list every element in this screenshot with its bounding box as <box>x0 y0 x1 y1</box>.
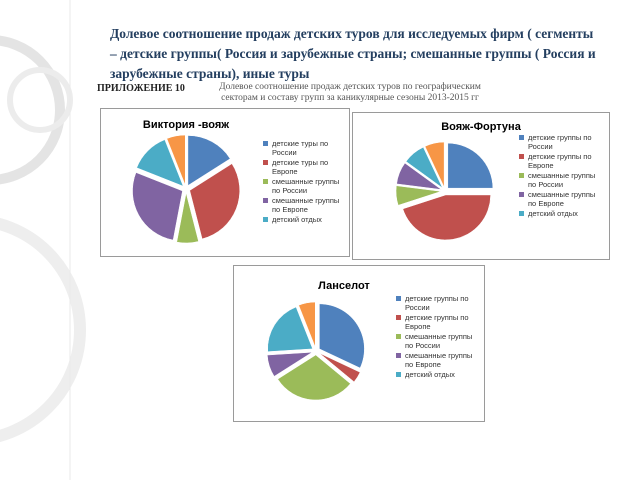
chart-panel: Вояж-Фортуна детские группы по России детс… <box>352 112 610 260</box>
legend-label: детские группы по России <box>405 294 469 312</box>
pie-slice <box>405 146 443 189</box>
pie-slice <box>187 135 231 186</box>
legend-swatch <box>396 296 401 301</box>
pie-slice <box>176 192 199 244</box>
legend-item: смешанные группы по Европе <box>519 190 604 208</box>
legend-label: смешанные группы по России <box>528 171 596 189</box>
chart-title: Виктория -вояж <box>143 119 229 131</box>
legend: детские группы по России детские группы п… <box>519 133 604 219</box>
legend: детские туры по России детские туры по Ев… <box>263 139 343 225</box>
legend-item: смешанные группы по Европе <box>263 196 343 214</box>
legend-label: детские группы по Европе <box>405 313 469 331</box>
pie-slice <box>132 172 183 241</box>
pie-slice <box>298 301 316 348</box>
pie-slice <box>402 194 491 241</box>
legend-swatch <box>519 211 524 216</box>
legend-item: детские туры по России <box>263 139 343 157</box>
pie-slice <box>447 142 494 189</box>
legend-label: детские туры по России <box>272 139 329 157</box>
legend-swatch <box>519 173 524 178</box>
legend-swatch <box>396 315 401 320</box>
pie-chart: Виктория -вояж <box>132 119 240 244</box>
legend-label: смешанные группы по России <box>272 177 340 195</box>
legend-swatch <box>396 334 401 339</box>
pie-chart: Ланселот <box>267 280 370 401</box>
legend-label: детские группы по Европе <box>528 152 592 170</box>
pie-slice <box>189 163 240 240</box>
legend-label: детский отдых <box>405 370 455 379</box>
legend-swatch <box>519 192 524 197</box>
legend-swatch <box>396 353 401 358</box>
pie-slice <box>319 303 365 369</box>
legend-item: детские группы по Европе <box>519 152 604 170</box>
legend-item: смешанные группы по России <box>263 177 343 195</box>
slide-title: Долевое соотношение продаж детских туров… <box>110 26 596 81</box>
legend-item: детский отдых <box>396 370 476 379</box>
chart-panel: Ланселот детские группы по России детские … <box>233 265 485 422</box>
legend-item: детский отдых <box>519 209 604 218</box>
pie-slice <box>166 134 186 186</box>
legend-swatch <box>263 160 268 165</box>
pie-slice <box>395 185 442 206</box>
pie-slice <box>424 141 445 188</box>
legend-label: детские группы по России <box>528 133 592 151</box>
legend-label: детские туры по Европе <box>272 158 329 176</box>
chart-panel: Виктория -вояж детские туры по России детс… <box>100 108 350 257</box>
appendix-caption: Долевое соотношение продаж детских туров… <box>219 82 481 103</box>
legend-item: детские группы по России <box>396 294 476 312</box>
legend-swatch <box>519 154 524 159</box>
pie-slice <box>319 352 361 383</box>
legend-item: детские группы по Европе <box>396 313 476 331</box>
legend-swatch <box>519 135 524 140</box>
legend-item: детский отдых <box>263 215 343 224</box>
legend-swatch <box>396 372 401 377</box>
legend-item: смешанные группы по Европе <box>396 351 476 369</box>
legend-swatch <box>263 217 268 222</box>
legend-item: смешанные группы по России <box>396 332 476 350</box>
pie-slice <box>277 354 351 401</box>
legend-label: смешанные группы по Европе <box>272 196 340 214</box>
legend: детские группы по России детские группы п… <box>396 294 476 380</box>
legend-swatch <box>263 179 268 184</box>
pie-slice <box>396 162 442 190</box>
pie-slice <box>267 306 313 352</box>
legend-swatch <box>263 141 268 146</box>
legend-label: смешанные группы по Европе <box>405 351 473 369</box>
pie-slice <box>136 139 184 187</box>
appendix-label: ПРИЛОЖЕНИЕ 10 <box>97 83 185 94</box>
chart-title: Вояж-Фортуна <box>441 121 522 133</box>
legend-item: смешанные группы по России <box>519 171 604 189</box>
legend-label: смешанные группы по России <box>405 332 473 350</box>
pie-slice <box>267 351 313 377</box>
chart-title: Ланселот <box>318 280 370 292</box>
legend-item: детские группы по России <box>519 133 604 151</box>
legend-label: детский отдых <box>528 209 578 218</box>
legend-label: смешанные группы по Европе <box>528 190 596 208</box>
legend-label: детский отдых <box>272 215 322 224</box>
pie-chart: Вояж-Фортуна <box>395 121 522 241</box>
legend-item: детские туры по Европе <box>263 158 343 176</box>
legend-swatch <box>263 198 268 203</box>
